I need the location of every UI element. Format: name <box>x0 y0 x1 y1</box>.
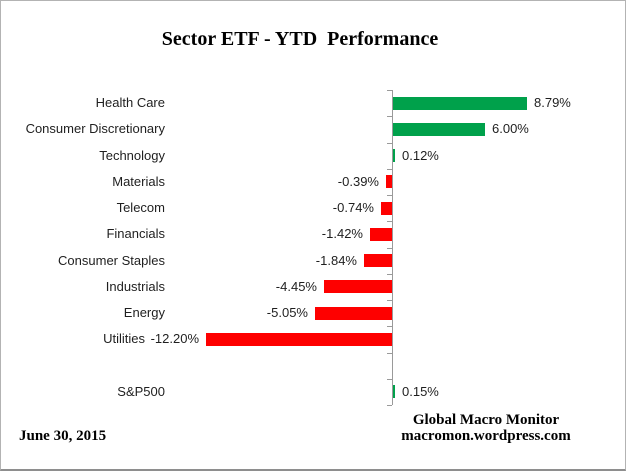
data-bar <box>315 307 392 320</box>
data-bar <box>393 123 485 136</box>
data-bar <box>206 333 392 346</box>
data-bar <box>381 202 392 215</box>
value-label: 6.00% <box>492 121 529 136</box>
category-label: Health Care <box>95 95 165 110</box>
data-bar <box>386 175 392 188</box>
value-label: -12.20% <box>150 331 199 346</box>
axis-tick <box>387 169 392 170</box>
value-label: -1.42% <box>321 226 363 241</box>
brand-name: Global Macro Monitor <box>412 412 560 428</box>
axis-tick <box>387 248 392 249</box>
value-axis-line <box>392 90 393 405</box>
data-bar <box>393 97 527 110</box>
category-label: Energy <box>123 305 165 320</box>
brand-url: macromon.wordpress.com <box>401 428 571 444</box>
axis-tick <box>387 195 392 196</box>
axis-tick <box>387 90 392 91</box>
value-label: -0.39% <box>337 174 379 189</box>
value-label: -4.45% <box>275 279 317 294</box>
data-bar <box>324 280 392 293</box>
axis-tick <box>387 143 392 144</box>
axis-tick <box>387 274 392 275</box>
category-label: Industrials <box>105 279 165 294</box>
value-label: -1.84% <box>315 253 357 268</box>
category-label: Materials <box>112 174 165 189</box>
axis-tick <box>387 221 392 222</box>
axis-tick <box>387 379 392 380</box>
category-label: S&P500 <box>117 384 165 399</box>
category-label: Technology <box>99 148 165 163</box>
value-label: -0.74% <box>332 200 374 215</box>
axis-tick <box>387 326 392 327</box>
axis-tick <box>387 116 392 117</box>
value-label: -5.05% <box>266 305 308 320</box>
value-label: 0.15% <box>402 384 439 399</box>
value-label: 0.12% <box>402 148 439 163</box>
category-label: Telecom <box>116 200 165 215</box>
category-label: Utilities <box>103 331 145 346</box>
category-label: Consumer Discretionary <box>25 121 165 136</box>
data-bar <box>370 228 392 241</box>
footer-brand: Global Macro Monitor macromon.wordpress.… <box>346 412 625 445</box>
chart-title: Sector ETF - YTD Performance <box>161 28 439 50</box>
category-label: Financials <box>106 226 165 241</box>
value-label: 8.79% <box>534 95 571 110</box>
axis-tick <box>387 353 392 354</box>
data-bar <box>393 385 395 398</box>
data-bar <box>393 149 395 162</box>
axis-tick <box>387 300 392 301</box>
footer-date: June 30, 2015 <box>19 428 107 444</box>
category-label: Consumer Staples <box>58 253 165 268</box>
data-bar <box>364 254 392 267</box>
axis-tick <box>387 405 392 406</box>
